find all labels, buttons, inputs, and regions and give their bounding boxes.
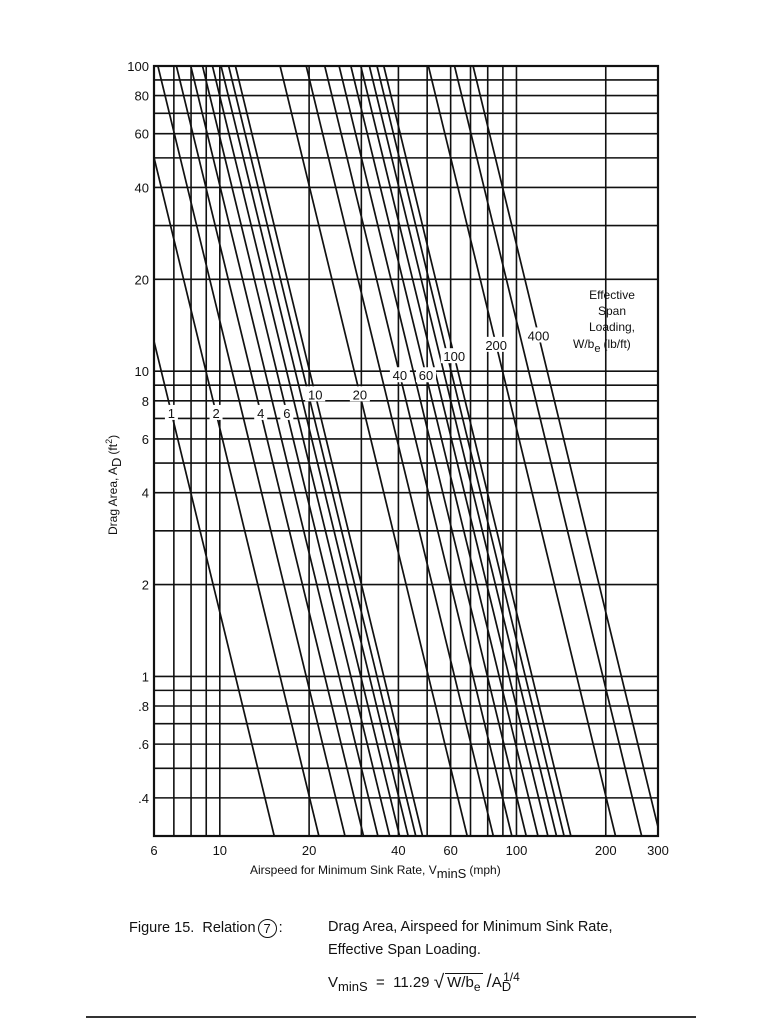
- x-tick-6: 6: [150, 843, 157, 858]
- loading-line-10: [234, 66, 424, 836]
- caption-line-1: Drag Area, Airspeed for Minimum Sink Rat…: [328, 919, 613, 935]
- loading-line-70: [359, 66, 549, 836]
- caption-figure: Figure 15. Relation 7:: [129, 919, 283, 938]
- line-label-bg-6: [280, 404, 294, 420]
- loading-line-5: [189, 66, 379, 836]
- line-label-40: 40: [393, 368, 407, 383]
- legend-line-2: Span: [598, 304, 626, 318]
- line-label-1: 1: [168, 406, 175, 421]
- y-tick-8: 8: [142, 394, 149, 409]
- loading-line-40: [323, 66, 513, 836]
- y-tick-.4: .4: [138, 791, 149, 806]
- page-bottom-rule: [86, 1016, 696, 1018]
- line-label-6: 6: [283, 406, 290, 421]
- line-label-20: 20: [353, 387, 367, 402]
- legend-title: Effective Span Loading, W/be (lb/ft): [573, 288, 635, 355]
- line-label-200: 200: [485, 338, 507, 353]
- loading-line-9: [227, 66, 417, 836]
- line-labels: 1 2 4 6 10 20 40 60 100 200 400: [164, 327, 553, 421]
- line-label-400: 400: [528, 328, 550, 343]
- loading-line-60: [350, 66, 539, 836]
- y-tick-.8: .8: [138, 699, 149, 714]
- y-tick-6: 6: [142, 432, 149, 447]
- x-tick-20: 20: [302, 843, 316, 858]
- legend-line-3: Loading,: [589, 320, 635, 334]
- plot-frame: [152, 64, 660, 838]
- loading-line-1: [154, 337, 276, 836]
- line-label-bg-400: [525, 327, 553, 343]
- y-tick-.6: .6: [138, 737, 149, 752]
- loading-line-8: [220, 66, 409, 836]
- loading-line-2: [154, 153, 320, 836]
- y-tick-40: 40: [135, 180, 149, 195]
- loading-line-30: [305, 66, 495, 836]
- line-label-bg-200: [482, 336, 510, 352]
- loading-line-50: [338, 66, 528, 836]
- line-label-bg-60: [416, 367, 437, 383]
- x-tick-200: 200: [595, 843, 617, 858]
- line-label-bg-10: [305, 386, 326, 402]
- line-label-bg-40: [389, 367, 410, 383]
- loading-line-300: [453, 66, 643, 836]
- x-tick-10: 10: [213, 843, 227, 858]
- y-axis-label: Drag Area, AD(ft2): [104, 435, 124, 535]
- line-label-2: 2: [212, 406, 219, 421]
- y-tick-labels: .4 .6 .8 1 2 4 6 8 10 20 40 60 80 100: [127, 59, 149, 806]
- line-label-bg-100: [440, 348, 468, 364]
- caption-formula: VminS = 11.29 √ W/be /AD1/4: [328, 970, 520, 994]
- line-label-bg-2: [209, 404, 223, 420]
- y-tick-20: 20: [135, 272, 149, 287]
- line-label-bg-20: [349, 386, 370, 402]
- loading-line-3: [157, 66, 346, 836]
- loading-line-6: [201, 66, 391, 836]
- x-tick-labels: 6 10 20 40 60 100 200 300: [150, 843, 668, 858]
- y-tick-100: 100: [127, 59, 149, 74]
- x-axis-label: Airspeed for Minimum Sink Rate, VminS (mp…: [250, 863, 501, 881]
- loading-line-80: [368, 66, 558, 836]
- loading-lines: [154, 66, 658, 836]
- loading-line-100: [382, 66, 572, 836]
- loading-line-400: [472, 66, 658, 831]
- line-label-100: 100: [443, 349, 465, 364]
- y-tick-80: 80: [135, 89, 149, 104]
- loading-line-7: [211, 66, 401, 836]
- y-tick-60: 60: [135, 127, 149, 142]
- y-tick-1: 1: [142, 669, 149, 684]
- x-tick-40: 40: [391, 843, 405, 858]
- x-tick-300: 300: [647, 843, 669, 858]
- line-label-10: 10: [308, 387, 322, 402]
- y-tick-10: 10: [135, 364, 149, 379]
- caption-line-2: Effective Span Loading.: [328, 942, 481, 958]
- loading-line-90: [376, 66, 565, 836]
- line-label-4: 4: [257, 406, 264, 421]
- line-label-60: 60: [419, 368, 433, 383]
- y-tick-2: 2: [142, 578, 149, 593]
- loading-line-20: [279, 66, 469, 836]
- loading-line-200: [427, 66, 617, 836]
- x-tick-100: 100: [506, 843, 528, 858]
- line-label-bg-1: [164, 404, 178, 420]
- line-label-bg-4: [254, 404, 268, 420]
- legend-unit: W/be (lb/ft): [573, 337, 631, 355]
- loading-line-4: [175, 66, 365, 836]
- grid-lines: [154, 65, 659, 836]
- relation-number: 7: [257, 919, 277, 938]
- y-tick-4: 4: [142, 486, 149, 501]
- x-tick-60: 60: [443, 843, 457, 858]
- legend-line-1: Effective: [589, 288, 635, 302]
